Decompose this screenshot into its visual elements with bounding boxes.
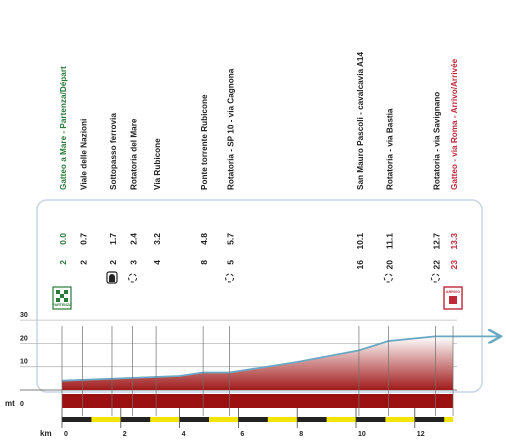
waypoint-remaining: 16 bbox=[355, 260, 365, 270]
ruler-segment bbox=[444, 417, 454, 422]
waypoint-remaining: 20 bbox=[384, 260, 394, 270]
waypoint-name: Via Rubicone bbox=[153, 138, 162, 190]
flag-check bbox=[60, 294, 64, 298]
info-box bbox=[36, 199, 483, 393]
profile-area-layer bbox=[61, 336, 499, 390]
tunnel-icon bbox=[106, 271, 118, 284]
flag-check bbox=[56, 290, 60, 294]
waypoint-km: 12.7 bbox=[431, 233, 441, 250]
ruler-segment bbox=[326, 417, 356, 422]
waypoint-remaining: 4 bbox=[152, 260, 162, 265]
y-tick-label: 10 bbox=[20, 359, 28, 366]
waypoint-name: Rotatoria - via Bastia bbox=[385, 108, 394, 190]
ruler-segment bbox=[91, 417, 121, 422]
axes: mt km 0 10 20 30 0 2 4 6 8 10 12 bbox=[5, 312, 425, 438]
y-tick-label: 20 bbox=[20, 335, 28, 342]
waypoint-name: Viale delle Nazioni bbox=[80, 119, 89, 190]
waypoint-km: 10.1 bbox=[355, 233, 365, 250]
waypoint-km: 4.8 bbox=[199, 233, 209, 245]
waypoint-remaining: 5 bbox=[226, 260, 236, 265]
profile-line bbox=[61, 336, 499, 382]
arrivo-flag-icon: ARRIVO bbox=[443, 286, 463, 310]
ground-band bbox=[61, 394, 454, 428]
waypoint-markers: PARTENZA ARRIVO bbox=[52, 271, 463, 310]
waypoint-labels: Gatteo a Mare - Partenza/Départ 0.0 2 Viale… bbox=[58, 52, 459, 270]
waypoint-km: 13.3 bbox=[449, 233, 459, 250]
profile-area bbox=[62, 336, 454, 390]
arrivo-flag-label: ARRIVO bbox=[446, 290, 460, 294]
roundabout-icon bbox=[225, 273, 235, 283]
x-tick-label: 6 bbox=[240, 431, 244, 438]
waypoint-remaining: 3 bbox=[129, 260, 139, 265]
x-axis-title: km bbox=[40, 429, 52, 438]
ruler-segment bbox=[267, 417, 298, 422]
partenza-flag-label: PARTENZA bbox=[52, 303, 72, 307]
waypoint-name: Sottopasso ferrovia bbox=[109, 113, 118, 190]
waypoint-km: 0.0 bbox=[58, 233, 68, 245]
roundabout-icon bbox=[383, 273, 393, 283]
waypoint-remaining: 2 bbox=[58, 260, 68, 265]
waypoint-name: Ponte torrente Rubicone bbox=[200, 94, 209, 190]
waypoint-name: Gatteo a Mare - Partenza/Départ bbox=[59, 66, 68, 190]
waypoint-km: 0.7 bbox=[79, 233, 89, 245]
y-axis-title: mt bbox=[5, 399, 15, 408]
waypoint-name: Rotatoria - SP 10 - via Cagnona bbox=[227, 68, 236, 190]
waypoint-name: Rotatoria - via Savignano bbox=[432, 92, 441, 190]
waypoint-km: 11.1 bbox=[384, 233, 394, 249]
distance-ruler bbox=[62, 417, 454, 422]
ruler-segment bbox=[209, 417, 239, 422]
waypoint-remaining: 22 bbox=[431, 260, 441, 270]
waypoint-km: 3.2 bbox=[152, 233, 162, 245]
x-tick-label: 10 bbox=[358, 431, 366, 438]
roundabout-icon bbox=[430, 273, 440, 283]
roundabout-icon bbox=[128, 273, 138, 283]
waypoint-remaining: 2 bbox=[108, 260, 118, 265]
flag-check bbox=[64, 290, 68, 294]
y-tick-label: 30 bbox=[20, 312, 28, 319]
y-tick-label: 0 bbox=[20, 401, 24, 408]
waypoint-lines bbox=[61, 326, 454, 416]
flag-check bbox=[64, 298, 68, 302]
ruler-segment bbox=[385, 417, 415, 422]
x-tick-label: 2 bbox=[123, 431, 127, 438]
x-tick-label: 12 bbox=[417, 431, 425, 438]
waypoint-remaining: 23 bbox=[449, 260, 459, 270]
waypoint-km: 5.7 bbox=[226, 233, 236, 245]
waypoint-km: 1.7 bbox=[108, 233, 118, 245]
waypoint-km: 2.4 bbox=[129, 233, 139, 245]
waypoint-remaining: 8 bbox=[199, 260, 209, 265]
waypoint-remaining: 2 bbox=[79, 260, 89, 265]
ground-band-rect bbox=[62, 394, 454, 408]
waypoint-name: Gatteo - via Roma - Arrivo/Arrivée bbox=[450, 58, 459, 190]
x-tick-label: 8 bbox=[299, 431, 303, 438]
partenza-flag-icon: PARTENZA bbox=[52, 286, 72, 310]
x-tick-label: 0 bbox=[64, 431, 68, 438]
x-tick-label: 4 bbox=[182, 431, 186, 438]
waypoint-name: Rotatoria del Mare bbox=[130, 118, 139, 190]
tunnel-icon-arch bbox=[108, 274, 115, 282]
flag-check bbox=[56, 298, 60, 302]
waypoint-name: San Mauro Pascoli - cavalcavia A14 bbox=[356, 52, 365, 190]
ruler-segment bbox=[150, 417, 180, 422]
arrivo-flag-symbol bbox=[449, 296, 458, 304]
